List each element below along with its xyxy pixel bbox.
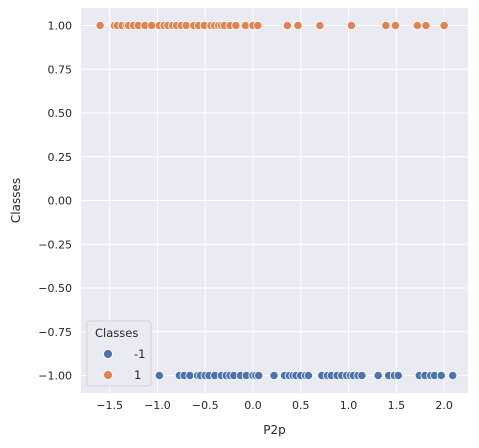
y-tick-label: 0.25	[48, 151, 73, 164]
legend-marker-1	[103, 370, 113, 380]
x-axis-label: P2p	[263, 423, 286, 437]
scatter-point	[436, 370, 446, 381]
scatter-point	[253, 20, 263, 31]
y-tick-label: 0.75	[48, 63, 73, 76]
scatter-point	[346, 20, 357, 31]
y-tick-label: −0.75	[38, 326, 72, 339]
scatter-point	[254, 370, 264, 381]
y-tick-label: 1.00	[48, 20, 73, 33]
scatter-point	[373, 370, 383, 381]
scatter-point	[381, 20, 391, 31]
scatter-point	[282, 20, 292, 31]
x-tick-labels: −1.5 −1.0 −0.5 0.0 0.5 1.0 1.5 2.0	[96, 399, 453, 412]
y-axis-label: Classes	[9, 178, 23, 223]
scatter-point	[147, 20, 157, 31]
scatter-point	[448, 370, 458, 381]
scatter-point	[154, 370, 164, 381]
scatter-point	[421, 20, 431, 31]
scatter-point	[303, 370, 314, 381]
scatter-point	[393, 370, 403, 381]
x-tick-label: −1.5	[96, 399, 123, 412]
scatter-point	[269, 370, 279, 381]
scatter-point	[315, 20, 325, 31]
scatter-point	[240, 20, 250, 31]
y-tick-label: 0.50	[48, 107, 73, 120]
y-tick-label: −0.25	[38, 238, 72, 251]
scatter-point	[185, 370, 195, 381]
scatter-point	[390, 20, 400, 31]
scatter-point	[439, 20, 449, 31]
x-tick-label: 1.0	[340, 399, 358, 412]
x-tick-label: 0.5	[292, 399, 310, 412]
legend-title: Classes	[95, 326, 138, 340]
scatter-point	[181, 20, 191, 31]
scatter-point	[231, 20, 241, 31]
scatter-point	[357, 370, 367, 381]
legend: Classes -1 1	[86, 320, 152, 387]
legend-label-1: 1	[134, 368, 141, 382]
scatter-point	[412, 20, 422, 31]
x-tick-label: −1.0	[144, 399, 171, 412]
y-tick-labels: 1.00 0.75 0.50 0.25 0.00 −0.25 −0.50 −0.75 −1.00	[38, 20, 72, 383]
y-tick-label: 0.00	[48, 195, 73, 208]
x-tick-label: 2.0	[435, 399, 453, 412]
y-tick-label: −0.50	[38, 282, 72, 295]
legend-box	[86, 320, 152, 387]
x-tick-label: 1.5	[388, 399, 406, 412]
legend-marker-neg1	[103, 349, 113, 359]
y-tick-label: −1.00	[38, 370, 72, 383]
scatter-point	[293, 20, 303, 31]
x-tick-label: 0.0	[244, 399, 262, 412]
scatter-point	[95, 20, 105, 31]
legend-label-neg1: -1	[134, 347, 145, 361]
x-tick-label: −0.5	[192, 399, 219, 412]
data-points	[95, 20, 458, 381]
